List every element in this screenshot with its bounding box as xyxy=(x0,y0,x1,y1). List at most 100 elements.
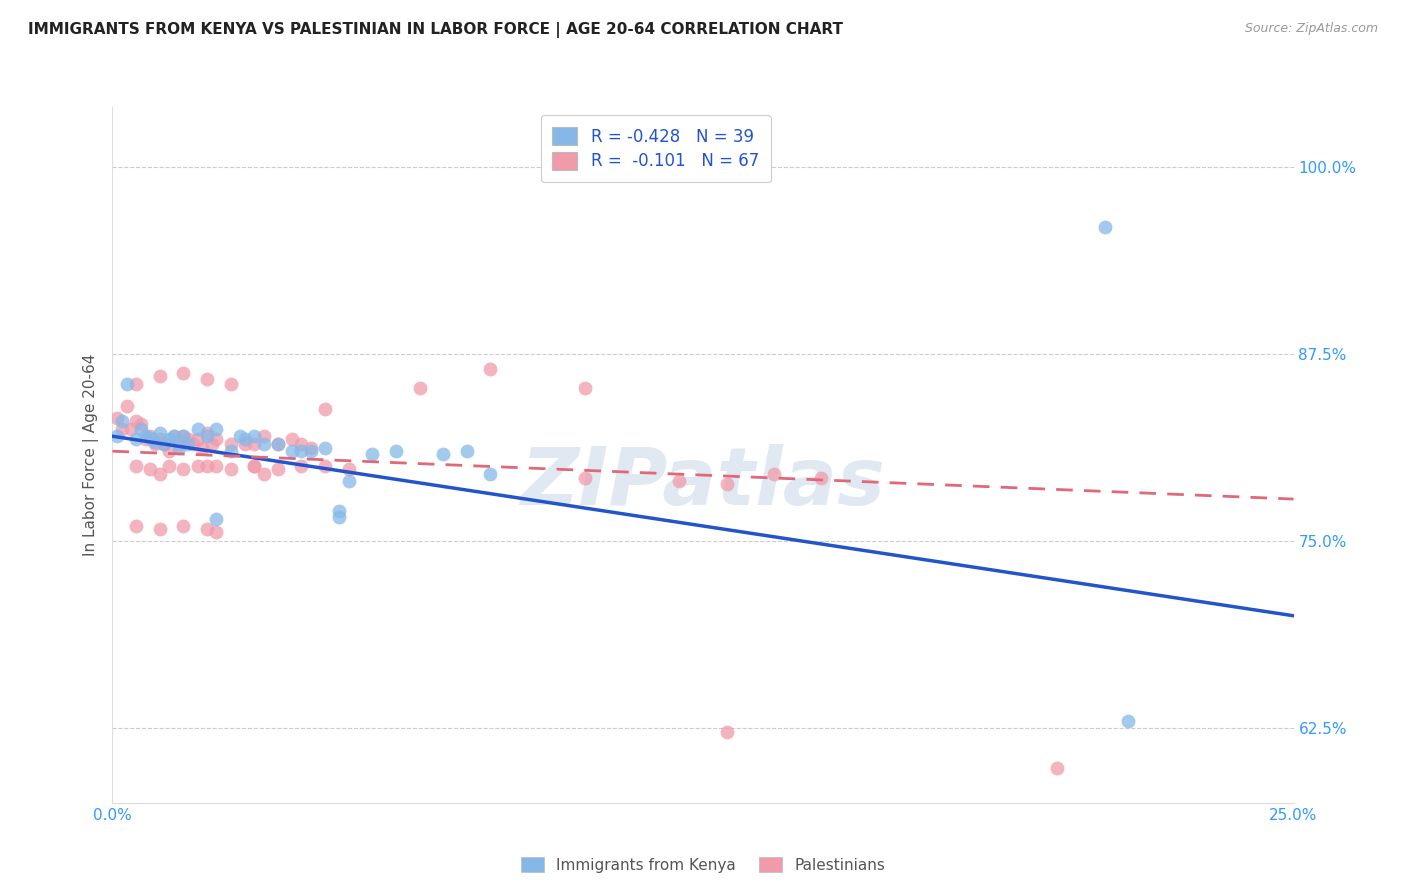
Point xyxy=(167,436,190,450)
Point xyxy=(267,436,290,450)
Point xyxy=(456,444,478,458)
Point xyxy=(408,381,430,395)
Point xyxy=(267,436,290,450)
Point xyxy=(167,441,190,455)
Point xyxy=(281,432,304,446)
Point xyxy=(115,376,138,391)
Point xyxy=(153,436,176,450)
Point xyxy=(253,436,276,450)
Point xyxy=(810,471,832,485)
Point xyxy=(574,471,596,485)
Point xyxy=(149,432,172,446)
Point xyxy=(219,436,242,450)
Point xyxy=(299,441,322,455)
Point xyxy=(157,444,180,458)
Point xyxy=(1046,761,1069,775)
Point xyxy=(290,459,312,474)
Point xyxy=(479,467,502,481)
Point xyxy=(181,436,204,450)
Point xyxy=(253,429,276,443)
Point xyxy=(253,467,276,481)
Point xyxy=(111,422,134,436)
Point xyxy=(314,402,336,417)
Point xyxy=(129,422,152,436)
Point xyxy=(205,459,228,474)
Point xyxy=(163,429,186,443)
Point xyxy=(432,447,454,461)
Point xyxy=(135,429,157,443)
Point xyxy=(195,459,218,474)
Point xyxy=(762,467,785,481)
Text: ZIPatlas: ZIPatlas xyxy=(520,443,886,522)
Point xyxy=(574,381,596,395)
Point xyxy=(177,432,200,446)
Point xyxy=(157,432,180,446)
Point xyxy=(314,459,336,474)
Point xyxy=(157,459,180,474)
Point xyxy=(195,522,218,536)
Point xyxy=(115,399,138,413)
Point xyxy=(205,422,228,436)
Point xyxy=(186,459,208,474)
Point xyxy=(135,432,157,446)
Point xyxy=(201,436,224,450)
Point xyxy=(149,426,172,441)
Point xyxy=(205,524,228,539)
Point xyxy=(267,462,290,476)
Point xyxy=(149,467,172,481)
Y-axis label: In Labor Force | Age 20-64: In Labor Force | Age 20-64 xyxy=(83,354,98,556)
Point xyxy=(172,429,194,443)
Point xyxy=(361,447,384,461)
Point xyxy=(177,436,200,450)
Point xyxy=(385,444,408,458)
Point xyxy=(172,462,194,476)
Point xyxy=(281,444,304,458)
Point xyxy=(186,432,208,446)
Point xyxy=(219,444,242,458)
Point xyxy=(290,444,312,458)
Point xyxy=(149,522,172,536)
Point xyxy=(105,411,128,425)
Point xyxy=(1094,219,1116,234)
Point xyxy=(243,459,266,474)
Point xyxy=(143,435,166,450)
Point xyxy=(219,462,242,476)
Point xyxy=(716,725,738,739)
Point xyxy=(233,436,256,450)
Point xyxy=(243,459,266,474)
Point xyxy=(139,429,162,443)
Point xyxy=(243,436,266,450)
Point xyxy=(716,477,738,491)
Point xyxy=(129,417,152,432)
Point xyxy=(125,376,148,391)
Point xyxy=(337,474,360,488)
Point xyxy=(153,436,176,450)
Point xyxy=(191,441,214,455)
Point xyxy=(195,429,218,443)
Point xyxy=(195,372,218,386)
Point xyxy=(105,429,128,443)
Point xyxy=(328,510,350,524)
Point xyxy=(229,429,252,443)
Point xyxy=(125,459,148,474)
Point xyxy=(111,414,134,428)
Point xyxy=(172,519,194,533)
Legend: Immigrants from Kenya, Palestinians: Immigrants from Kenya, Palestinians xyxy=(515,850,891,879)
Point xyxy=(125,432,148,446)
Point xyxy=(172,429,194,443)
Text: IMMIGRANTS FROM KENYA VS PALESTINIAN IN LABOR FORCE | AGE 20-64 CORRELATION CHAR: IMMIGRANTS FROM KENYA VS PALESTINIAN IN … xyxy=(28,22,844,38)
Point xyxy=(186,422,208,436)
Point xyxy=(290,436,312,450)
Point xyxy=(219,376,242,391)
Point xyxy=(125,519,148,533)
Point xyxy=(314,441,336,455)
Point xyxy=(337,462,360,476)
Point xyxy=(143,436,166,450)
Point xyxy=(233,432,256,446)
Point xyxy=(125,414,148,428)
Point xyxy=(149,369,172,384)
Point xyxy=(139,431,162,445)
Point xyxy=(163,429,186,443)
Point xyxy=(328,504,350,518)
Point xyxy=(668,474,690,488)
